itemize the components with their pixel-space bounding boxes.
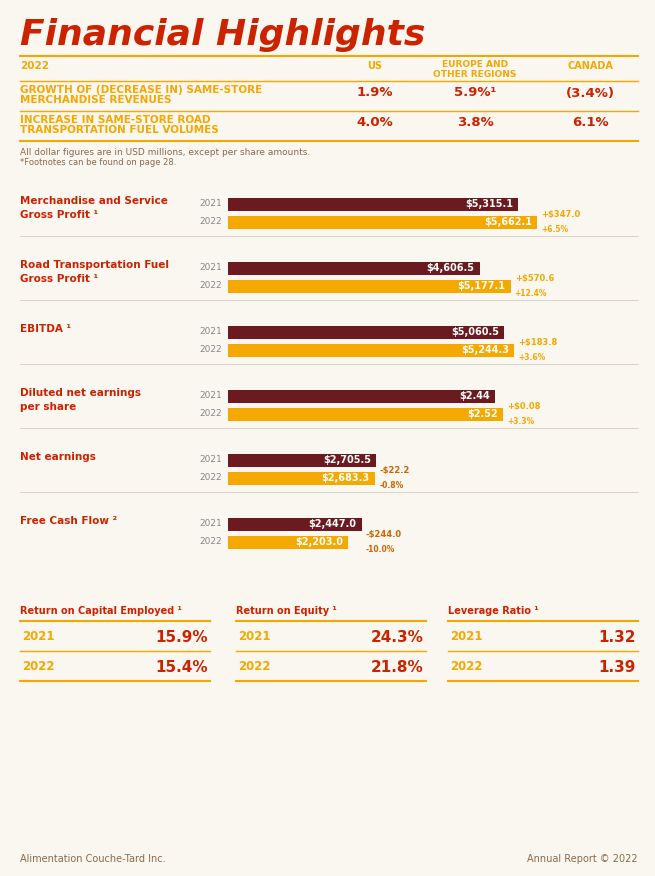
Text: MERCHANDISE REVENUES: MERCHANDISE REVENUES — [20, 95, 172, 105]
Text: Diluted net earnings
per share: Diluted net earnings per share — [20, 388, 141, 412]
Text: 2022: 2022 — [238, 661, 271, 674]
Text: $2,203.0: $2,203.0 — [295, 537, 343, 547]
Text: $2,447.0: $2,447.0 — [309, 519, 356, 529]
Text: EBITDA ¹: EBITDA ¹ — [20, 324, 71, 335]
Text: $5,060.5: $5,060.5 — [451, 327, 499, 337]
Text: 1.39: 1.39 — [599, 660, 636, 675]
Text: Road Transportation Fuel
Gross Profit ¹: Road Transportation Fuel Gross Profit ¹ — [20, 260, 169, 284]
Text: 3.8%: 3.8% — [457, 117, 493, 130]
Text: Return on Equity ¹: Return on Equity ¹ — [236, 606, 337, 616]
Bar — [228, 454, 376, 467]
Text: 6.1%: 6.1% — [572, 117, 608, 130]
Text: $2,683.3: $2,683.3 — [322, 473, 369, 483]
Text: Leverage Ratio ¹: Leverage Ratio ¹ — [448, 606, 538, 616]
Text: 2021: 2021 — [199, 328, 222, 336]
Text: -10.0%: -10.0% — [365, 545, 395, 554]
Text: 2022: 2022 — [20, 61, 49, 71]
Text: 2021: 2021 — [199, 392, 222, 400]
Bar — [228, 326, 504, 338]
Text: +6.5%: +6.5% — [541, 225, 569, 234]
Text: 5.9%¹: 5.9%¹ — [454, 87, 496, 100]
Bar — [228, 471, 375, 484]
Text: US: US — [367, 61, 383, 71]
Bar — [228, 343, 514, 357]
Text: Merchandise and Service
Gross Profit ¹: Merchandise and Service Gross Profit ¹ — [20, 196, 168, 220]
Text: Free Cash Flow ²: Free Cash Flow ² — [20, 517, 117, 526]
Bar — [228, 535, 348, 548]
Text: +12.4%: +12.4% — [515, 289, 547, 298]
Text: Net earnings: Net earnings — [20, 453, 96, 463]
Text: Financial Highlights: Financial Highlights — [20, 18, 425, 52]
Text: 2021: 2021 — [199, 264, 222, 272]
Text: 2022: 2022 — [450, 661, 483, 674]
Text: Annual Report © 2022: Annual Report © 2022 — [527, 854, 638, 864]
Text: +$570.6: +$570.6 — [515, 274, 554, 283]
Text: 2022: 2022 — [199, 217, 222, 227]
Text: $2.52: $2.52 — [468, 409, 498, 419]
Text: 15.9%: 15.9% — [155, 630, 208, 645]
Text: 21.8%: 21.8% — [371, 660, 424, 675]
Text: 2021: 2021 — [199, 456, 222, 464]
Text: +3.6%: +3.6% — [518, 353, 546, 362]
Text: 4.0%: 4.0% — [356, 117, 394, 130]
Bar — [228, 215, 537, 229]
Text: 1.9%: 1.9% — [357, 87, 393, 100]
Text: 2022: 2022 — [199, 345, 222, 355]
Text: $2,705.5: $2,705.5 — [323, 455, 371, 465]
Text: All dollar figures are in USD millions, except per share amounts.: All dollar figures are in USD millions, … — [20, 148, 310, 157]
Text: 15.4%: 15.4% — [155, 660, 208, 675]
Text: 2022: 2022 — [199, 409, 222, 419]
Text: TRANSPORTATION FUEL VOLUMES: TRANSPORTATION FUEL VOLUMES — [20, 125, 219, 135]
Text: +3.3%: +3.3% — [507, 417, 534, 426]
Text: 2021: 2021 — [450, 631, 483, 644]
Text: *Footnotes can be found on page 28.: *Footnotes can be found on page 28. — [20, 158, 176, 167]
Text: $5,177.1: $5,177.1 — [458, 281, 506, 291]
Bar — [228, 518, 362, 531]
Text: +$347.0: +$347.0 — [541, 210, 580, 219]
Bar — [228, 407, 503, 420]
Text: 1.32: 1.32 — [599, 630, 636, 645]
Text: -0.8%: -0.8% — [380, 481, 404, 490]
Text: -$244.0: -$244.0 — [365, 530, 402, 539]
Text: 2021: 2021 — [199, 200, 222, 208]
Text: $5,662.1: $5,662.1 — [484, 217, 533, 227]
Text: 2021: 2021 — [199, 519, 222, 528]
Text: $5,315.1: $5,315.1 — [465, 199, 514, 209]
Text: CANADA: CANADA — [567, 61, 613, 71]
Text: -$22.2: -$22.2 — [380, 466, 410, 475]
Text: 2021: 2021 — [22, 631, 54, 644]
Text: Alimentation Couche-Tard Inc.: Alimentation Couche-Tard Inc. — [20, 854, 166, 864]
Text: 2022: 2022 — [199, 474, 222, 483]
Text: $4,606.5: $4,606.5 — [426, 263, 475, 273]
Text: EUROPE AND
OTHER REGIONS: EUROPE AND OTHER REGIONS — [434, 60, 517, 80]
Text: GROWTH OF (DECREASE IN) SAME-STORE: GROWTH OF (DECREASE IN) SAME-STORE — [20, 85, 262, 95]
Text: 24.3%: 24.3% — [371, 630, 424, 645]
Text: 2022: 2022 — [22, 661, 54, 674]
Text: (3.4%): (3.4%) — [565, 87, 614, 100]
Bar — [228, 390, 495, 402]
Text: $2.44: $2.44 — [458, 391, 489, 401]
Text: INCREASE IN SAME-STORE ROAD: INCREASE IN SAME-STORE ROAD — [20, 115, 210, 125]
Text: 2022: 2022 — [199, 281, 222, 291]
Text: +$183.8: +$183.8 — [518, 338, 557, 347]
Text: 2021: 2021 — [238, 631, 271, 644]
Text: 2022: 2022 — [199, 538, 222, 547]
Bar — [228, 279, 511, 293]
Bar — [228, 197, 518, 210]
Text: +$0.08: +$0.08 — [507, 402, 540, 411]
Text: Return on Capital Employed ¹: Return on Capital Employed ¹ — [20, 606, 182, 616]
Bar — [228, 262, 479, 274]
Text: $5,244.3: $5,244.3 — [461, 345, 510, 355]
